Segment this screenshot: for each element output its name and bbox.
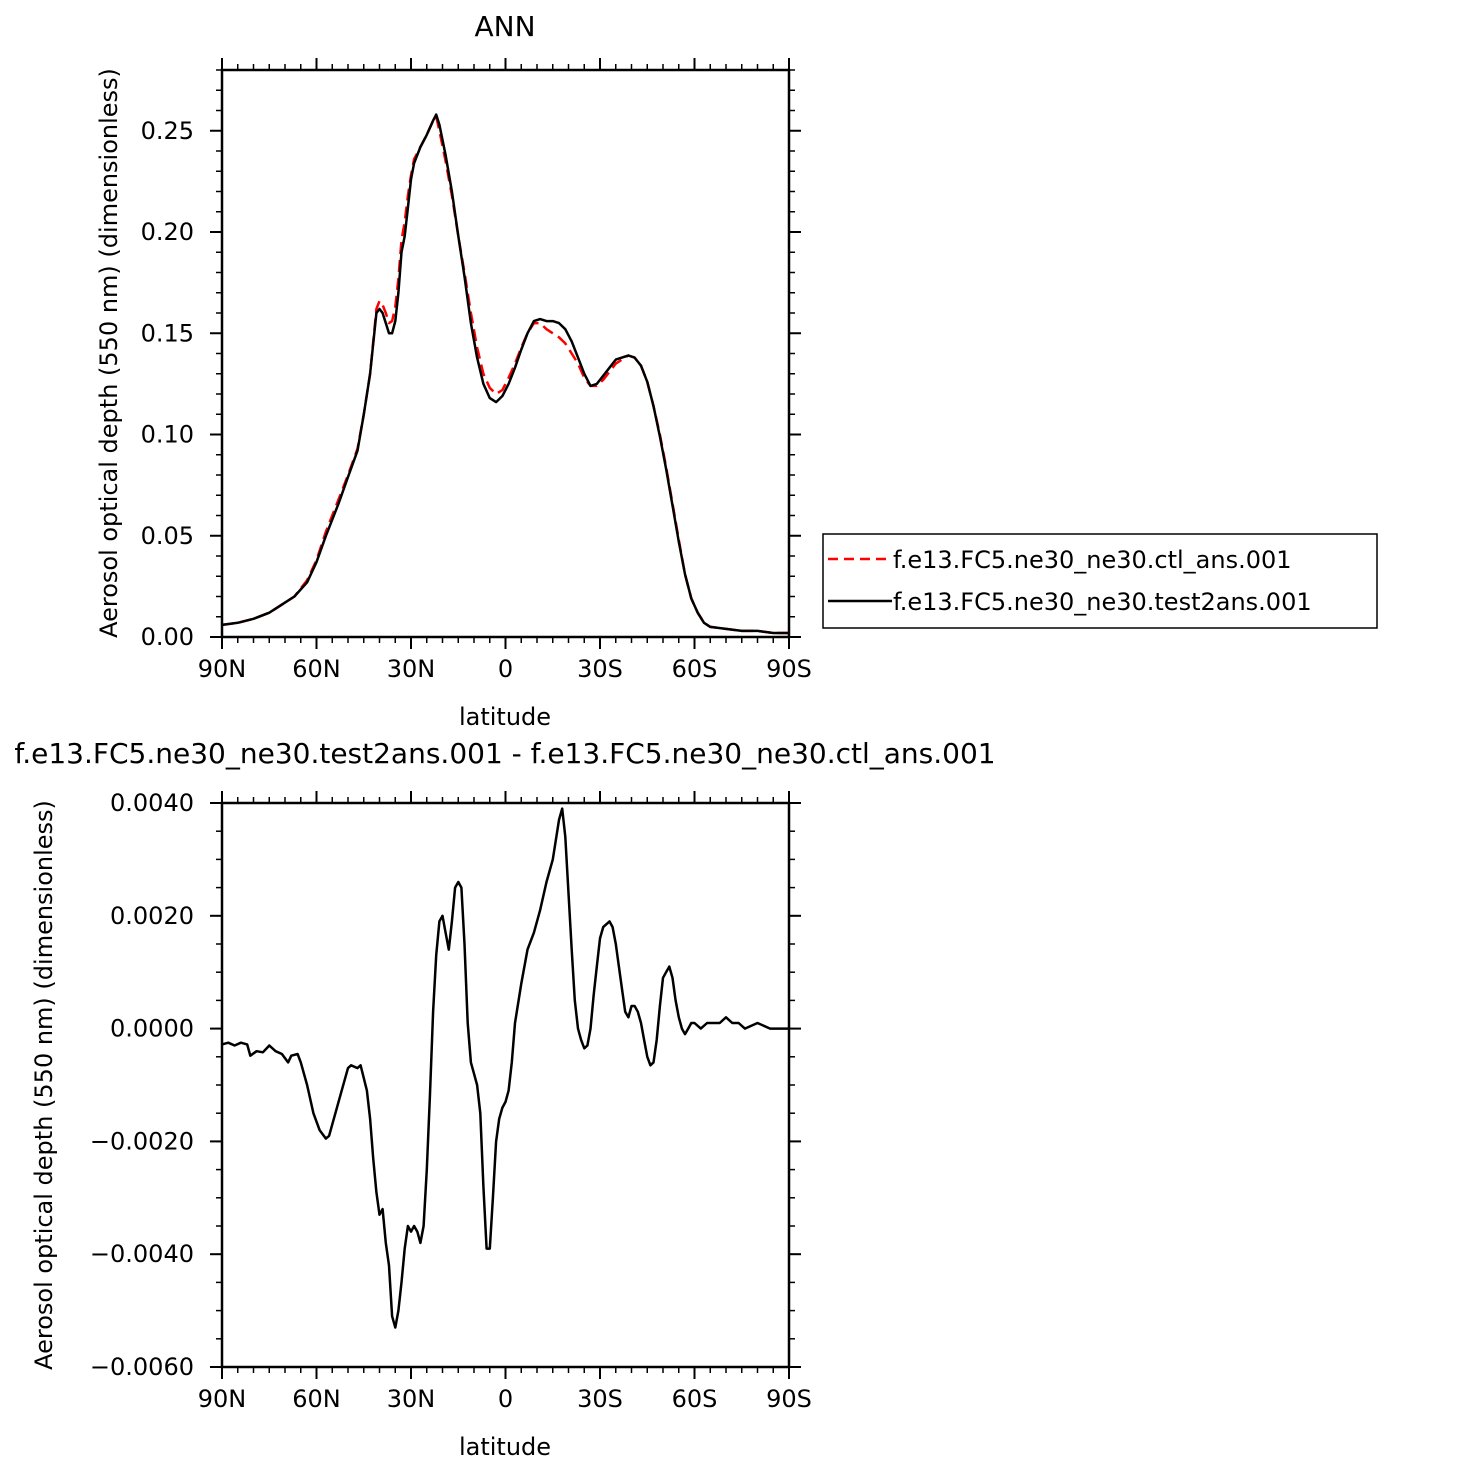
- x-axis-label-top: latitude: [459, 703, 551, 731]
- y-tick-label: 0.00: [141, 623, 194, 651]
- y-axis-label-top: Aerosol optical depth (550 nm) (dimensio…: [95, 68, 123, 638]
- x-tick-label: 90N: [198, 655, 247, 683]
- x-tick-label: 30N: [387, 655, 436, 683]
- x-tick-label: 0: [498, 655, 513, 683]
- axis-ticks-bottom: 90N 60N 30N 0 30S 60S 90S −0.0060 −0.0040 −0.0020…: [90, 789, 812, 1413]
- x-tick-label: 90S: [766, 655, 812, 683]
- y-tick-label: −0.0060: [90, 1353, 194, 1381]
- axis-ticks-top: 90N 60N 30N 0 30S 60S 90S 0.00 0.05 0.10 0.15 0.20 0…: [141, 58, 812, 683]
- legend-label-ctl: f.e13.FC5.ne30_ne30.ctl_ans.001: [893, 546, 1292, 574]
- y-tick-label: −0.0040: [90, 1240, 194, 1268]
- y-tick-label: 0.10: [141, 421, 194, 449]
- x-tick-label: 90N: [198, 1385, 247, 1413]
- series-group-bottom: [222, 807, 789, 1329]
- x-tick-label: 30S: [577, 655, 623, 683]
- line-chart-panel-bottom: f.e13.FC5.ne30_ne30.test2ans.001 - f.e13…: [14, 737, 995, 1461]
- y-tick-label: −0.0020: [90, 1127, 194, 1155]
- x-tick-label: 60S: [672, 655, 718, 683]
- x-tick-label: 60N: [292, 655, 341, 683]
- y-tick-label: 0.20: [141, 218, 194, 246]
- legend-label-test: f.e13.FC5.ne30_ne30.test2ans.001: [893, 588, 1312, 616]
- plot-frame-bottom: [220, 801, 791, 1369]
- x-axis-label-bottom: latitude: [459, 1433, 551, 1461]
- y-tick-label: 0.05: [141, 522, 194, 550]
- x-tick-label: 60N: [292, 1385, 341, 1413]
- x-tick-label: 30S: [577, 1385, 623, 1413]
- y-tick-label: 0.0000: [110, 1015, 194, 1043]
- series-group-top: [222, 113, 789, 635]
- chart-title-bottom: f.e13.FC5.ne30_ne30.test2ans.001 - f.e13…: [14, 737, 995, 770]
- series-line-top-1: [222, 113, 789, 635]
- legend-box: [822, 533, 1378, 629]
- x-tick-label: 90S: [766, 1385, 812, 1413]
- series-line-top-0: [222, 115, 789, 635]
- y-tick-label: 0.0040: [110, 789, 194, 817]
- x-tick-label: 30N: [387, 1385, 436, 1413]
- line-chart-panel-top: ANN Aerosol optical depth (550 nm) (dime…: [95, 10, 812, 731]
- y-axis-label-bottom: Aerosol optical depth (550 nm) (dimensio…: [30, 800, 58, 1370]
- y-tick-label: 0.25: [141, 117, 194, 145]
- x-tick-label: 60S: [672, 1385, 718, 1413]
- y-tick-label: 0.0020: [110, 902, 194, 930]
- chart-title-top: ANN: [474, 10, 535, 43]
- x-tick-label: 0: [498, 1385, 513, 1413]
- plot-frame-top: [220, 68, 791, 639]
- legend: f.e13.FC5.ne30_ne30.ctl_ans.001 f.e13.FC…: [822, 533, 1378, 629]
- y-tick-label: 0.15: [141, 319, 194, 347]
- series-line-bottom-0: [222, 807, 789, 1329]
